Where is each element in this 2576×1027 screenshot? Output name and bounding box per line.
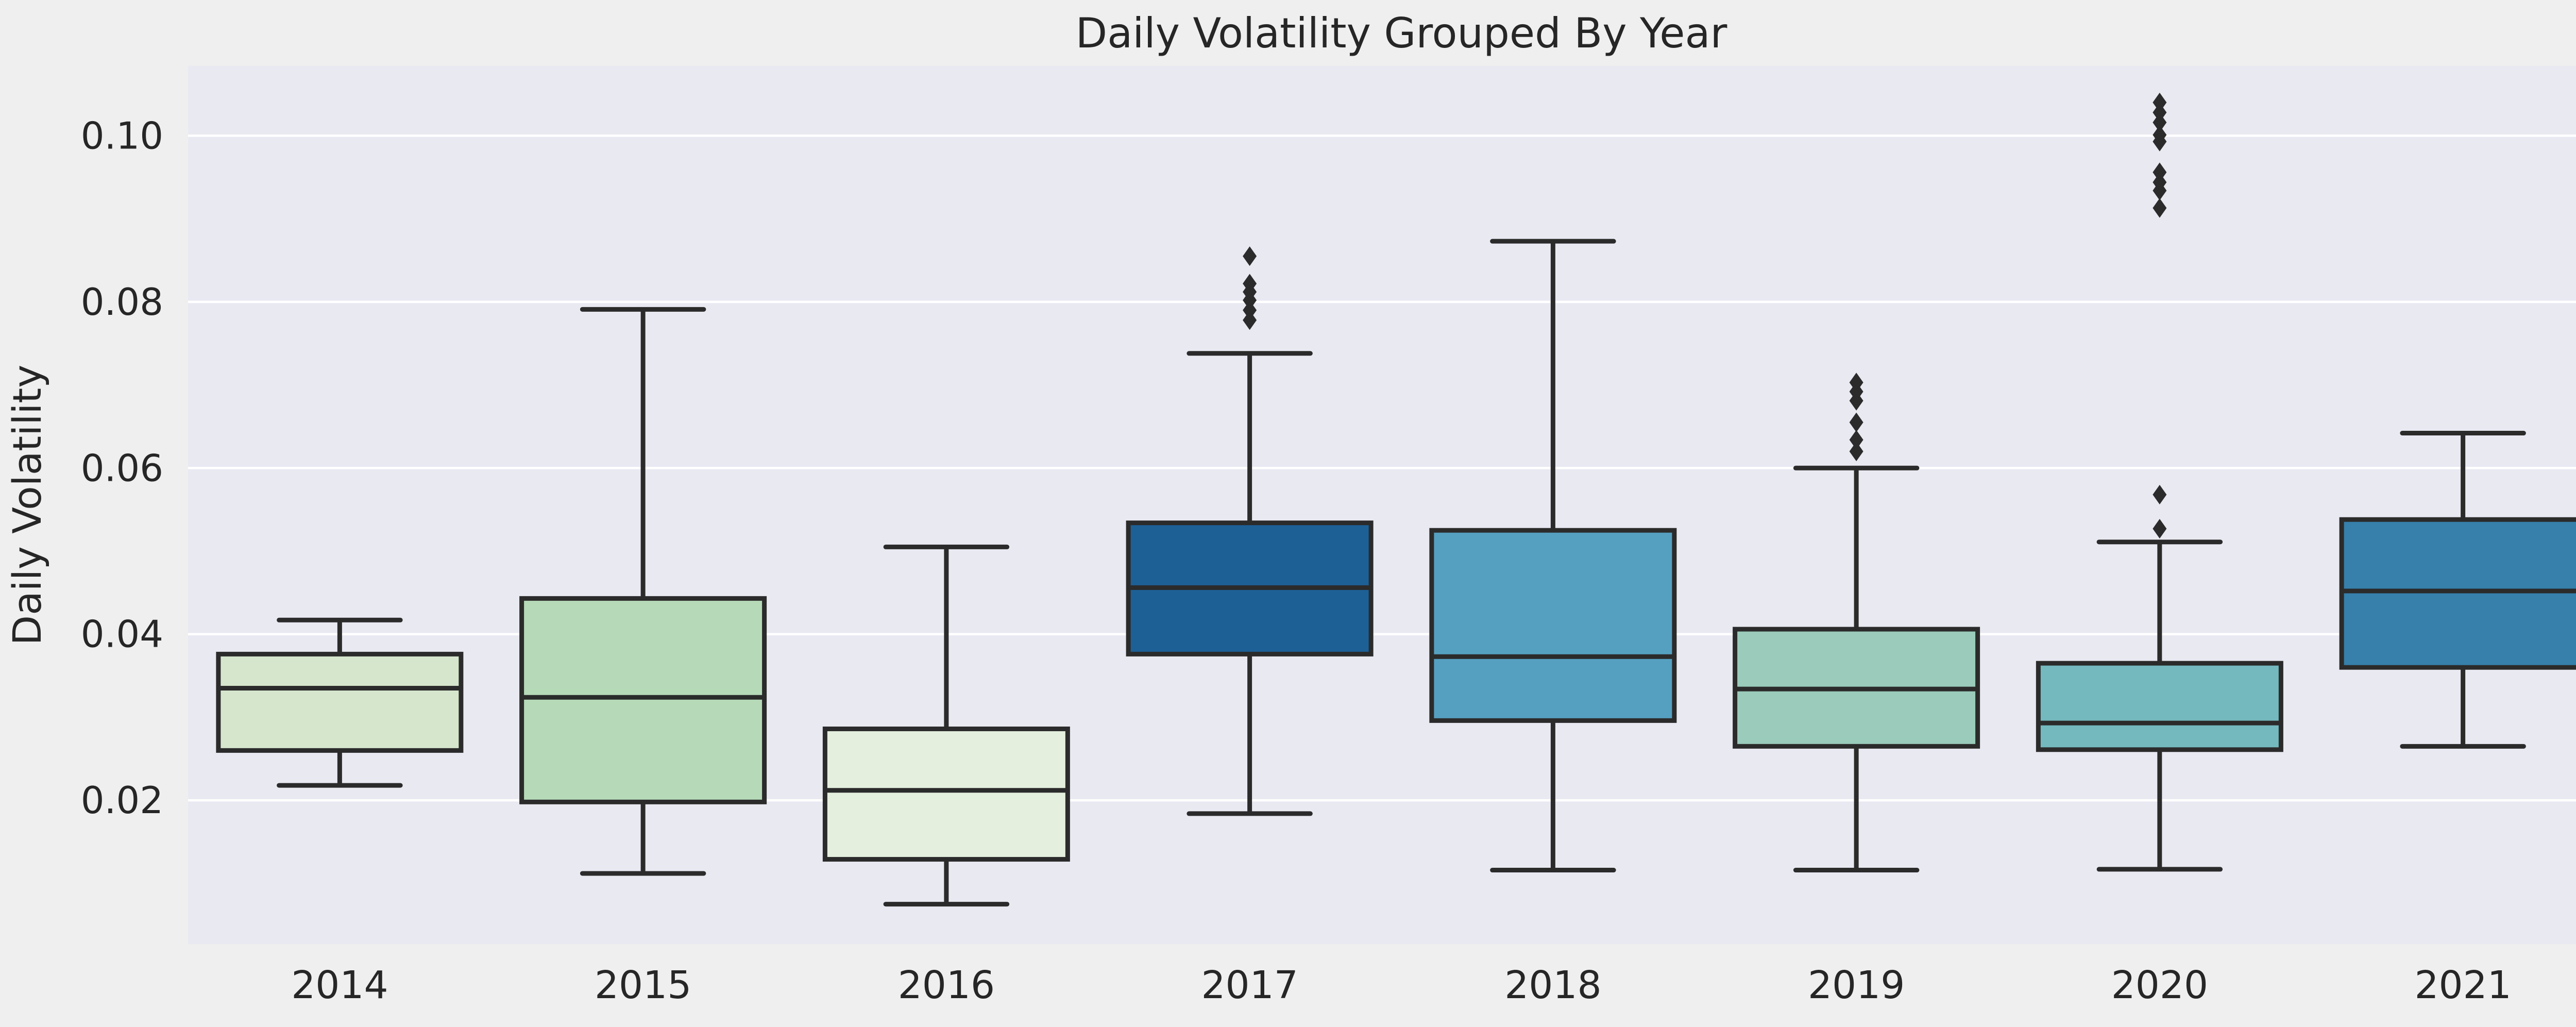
outlier-diamond — [2153, 180, 2167, 200]
y-tick-label: 0.08 — [81, 280, 163, 324]
iqr-box — [216, 651, 464, 753]
box-group-2021 — [2339, 431, 2576, 749]
box-group-2019 — [1733, 373, 1980, 873]
outlier-diamond — [1849, 391, 1863, 411]
outlier-diamond — [2153, 131, 2167, 151]
outlier-diamond — [1849, 412, 1863, 432]
y-tick-label: 0.06 — [81, 446, 163, 490]
box-group-2014 — [216, 617, 464, 788]
y-tick-label: 0.04 — [81, 613, 163, 656]
outlier-diamond — [1243, 246, 1257, 266]
x-tick-label: 2017 — [1201, 963, 1298, 1007]
outlier-diamond — [1849, 430, 1863, 450]
x-tick-label: 2015 — [595, 963, 691, 1007]
iqr-box — [519, 596, 767, 804]
outlier-diamond — [2153, 198, 2167, 218]
outlier-diamond — [1243, 290, 1257, 310]
outlier-diamond — [1849, 442, 1863, 462]
outlier-diamond — [2153, 518, 2167, 538]
x-tick-label: 2016 — [898, 963, 995, 1007]
box-group-2020 — [2036, 92, 2283, 872]
box-group-2016 — [822, 544, 1070, 907]
box-group-2018 — [1429, 239, 1677, 873]
plot-area — [188, 66, 2576, 944]
x-tick-label: 2018 — [1504, 963, 1601, 1007]
box-group-2015 — [519, 307, 767, 876]
x-tick-label: 2014 — [291, 963, 388, 1007]
y-axis-label: Daily Volatility — [4, 364, 50, 646]
x-tick-label: 2020 — [2111, 963, 2208, 1007]
iqr-box — [2339, 517, 2576, 670]
outlier-diamond — [2153, 162, 2167, 182]
chart-title: Daily Volatility Grouped By Year — [1075, 9, 1727, 57]
outlier-diamond — [1243, 310, 1257, 330]
iqr-box — [822, 726, 1070, 862]
outlier-diamond — [2153, 103, 2167, 123]
y-tick-label: 0.02 — [81, 779, 163, 822]
x-tick-label: 2021 — [2414, 963, 2511, 1007]
y-tick-label: 0.10 — [81, 114, 163, 157]
x-tick-label: 2019 — [1808, 963, 1905, 1007]
iqr-box — [2036, 661, 2283, 752]
outlier-diamond — [2153, 112, 2167, 132]
outlier-diamond — [1243, 300, 1257, 320]
box-group-2017 — [1126, 246, 1374, 816]
outlier-diamond — [2153, 484, 2167, 504]
outlier-diamond — [2153, 92, 2167, 112]
iqr-box — [1429, 528, 1677, 723]
